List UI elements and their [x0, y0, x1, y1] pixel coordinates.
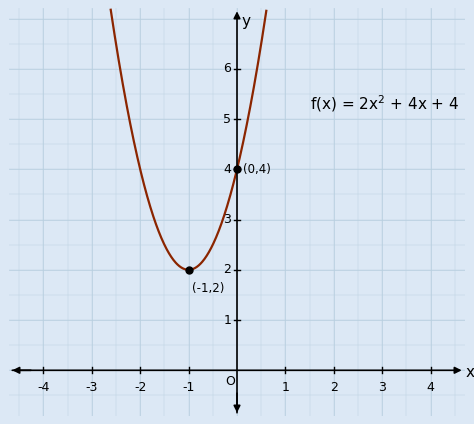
Text: 4: 4 — [223, 163, 231, 176]
Text: (-1,2): (-1,2) — [192, 282, 225, 296]
Text: (0,4): (0,4) — [243, 163, 271, 176]
Text: f(x) = 2x$^2$ + 4x + 4: f(x) = 2x$^2$ + 4x + 4 — [310, 94, 459, 114]
Text: -1: -1 — [182, 381, 195, 394]
Text: 3: 3 — [378, 381, 386, 394]
Text: -2: -2 — [134, 381, 146, 394]
Text: 1: 1 — [282, 381, 289, 394]
Text: y: y — [241, 14, 250, 28]
Text: 4: 4 — [427, 381, 435, 394]
Text: 2: 2 — [223, 263, 231, 276]
Text: x: x — [466, 365, 474, 380]
Text: 2: 2 — [330, 381, 338, 394]
Text: 1: 1 — [223, 313, 231, 326]
Text: 5: 5 — [223, 112, 231, 126]
Text: O: O — [225, 375, 235, 388]
Text: -3: -3 — [86, 381, 98, 394]
Text: 6: 6 — [223, 62, 231, 75]
Text: -4: -4 — [37, 381, 50, 394]
Text: 3: 3 — [223, 213, 231, 226]
